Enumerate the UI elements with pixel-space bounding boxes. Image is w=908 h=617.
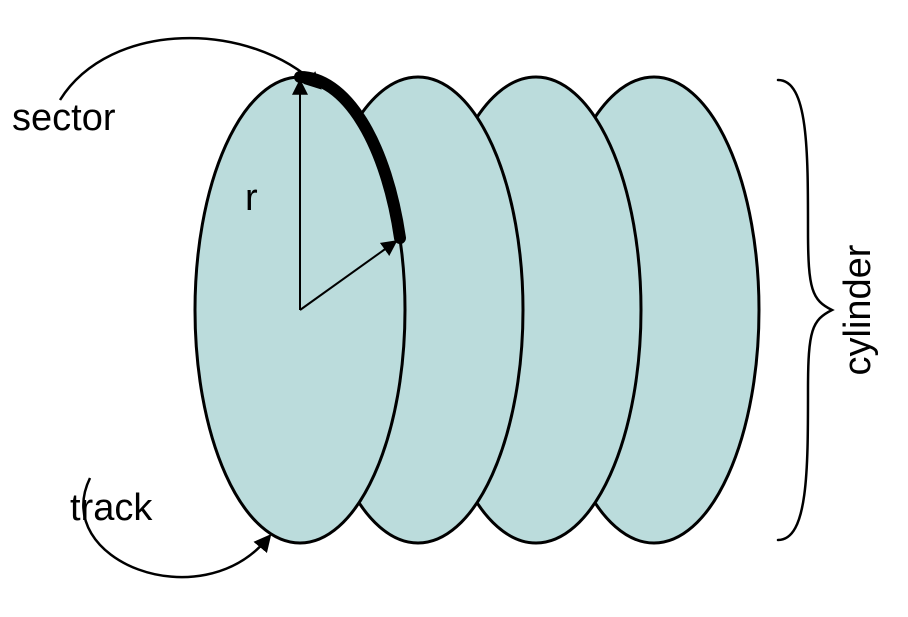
cylinder-brace: [778, 80, 832, 540]
sector-label: sector: [12, 97, 116, 139]
disk-geometry-diagram: sector track r cylinder: [0, 0, 908, 617]
track-label: track: [70, 487, 153, 529]
platter-stack: [195, 77, 759, 543]
cylinder-label: cylinder: [837, 244, 879, 375]
radius-label: r: [245, 177, 258, 219]
